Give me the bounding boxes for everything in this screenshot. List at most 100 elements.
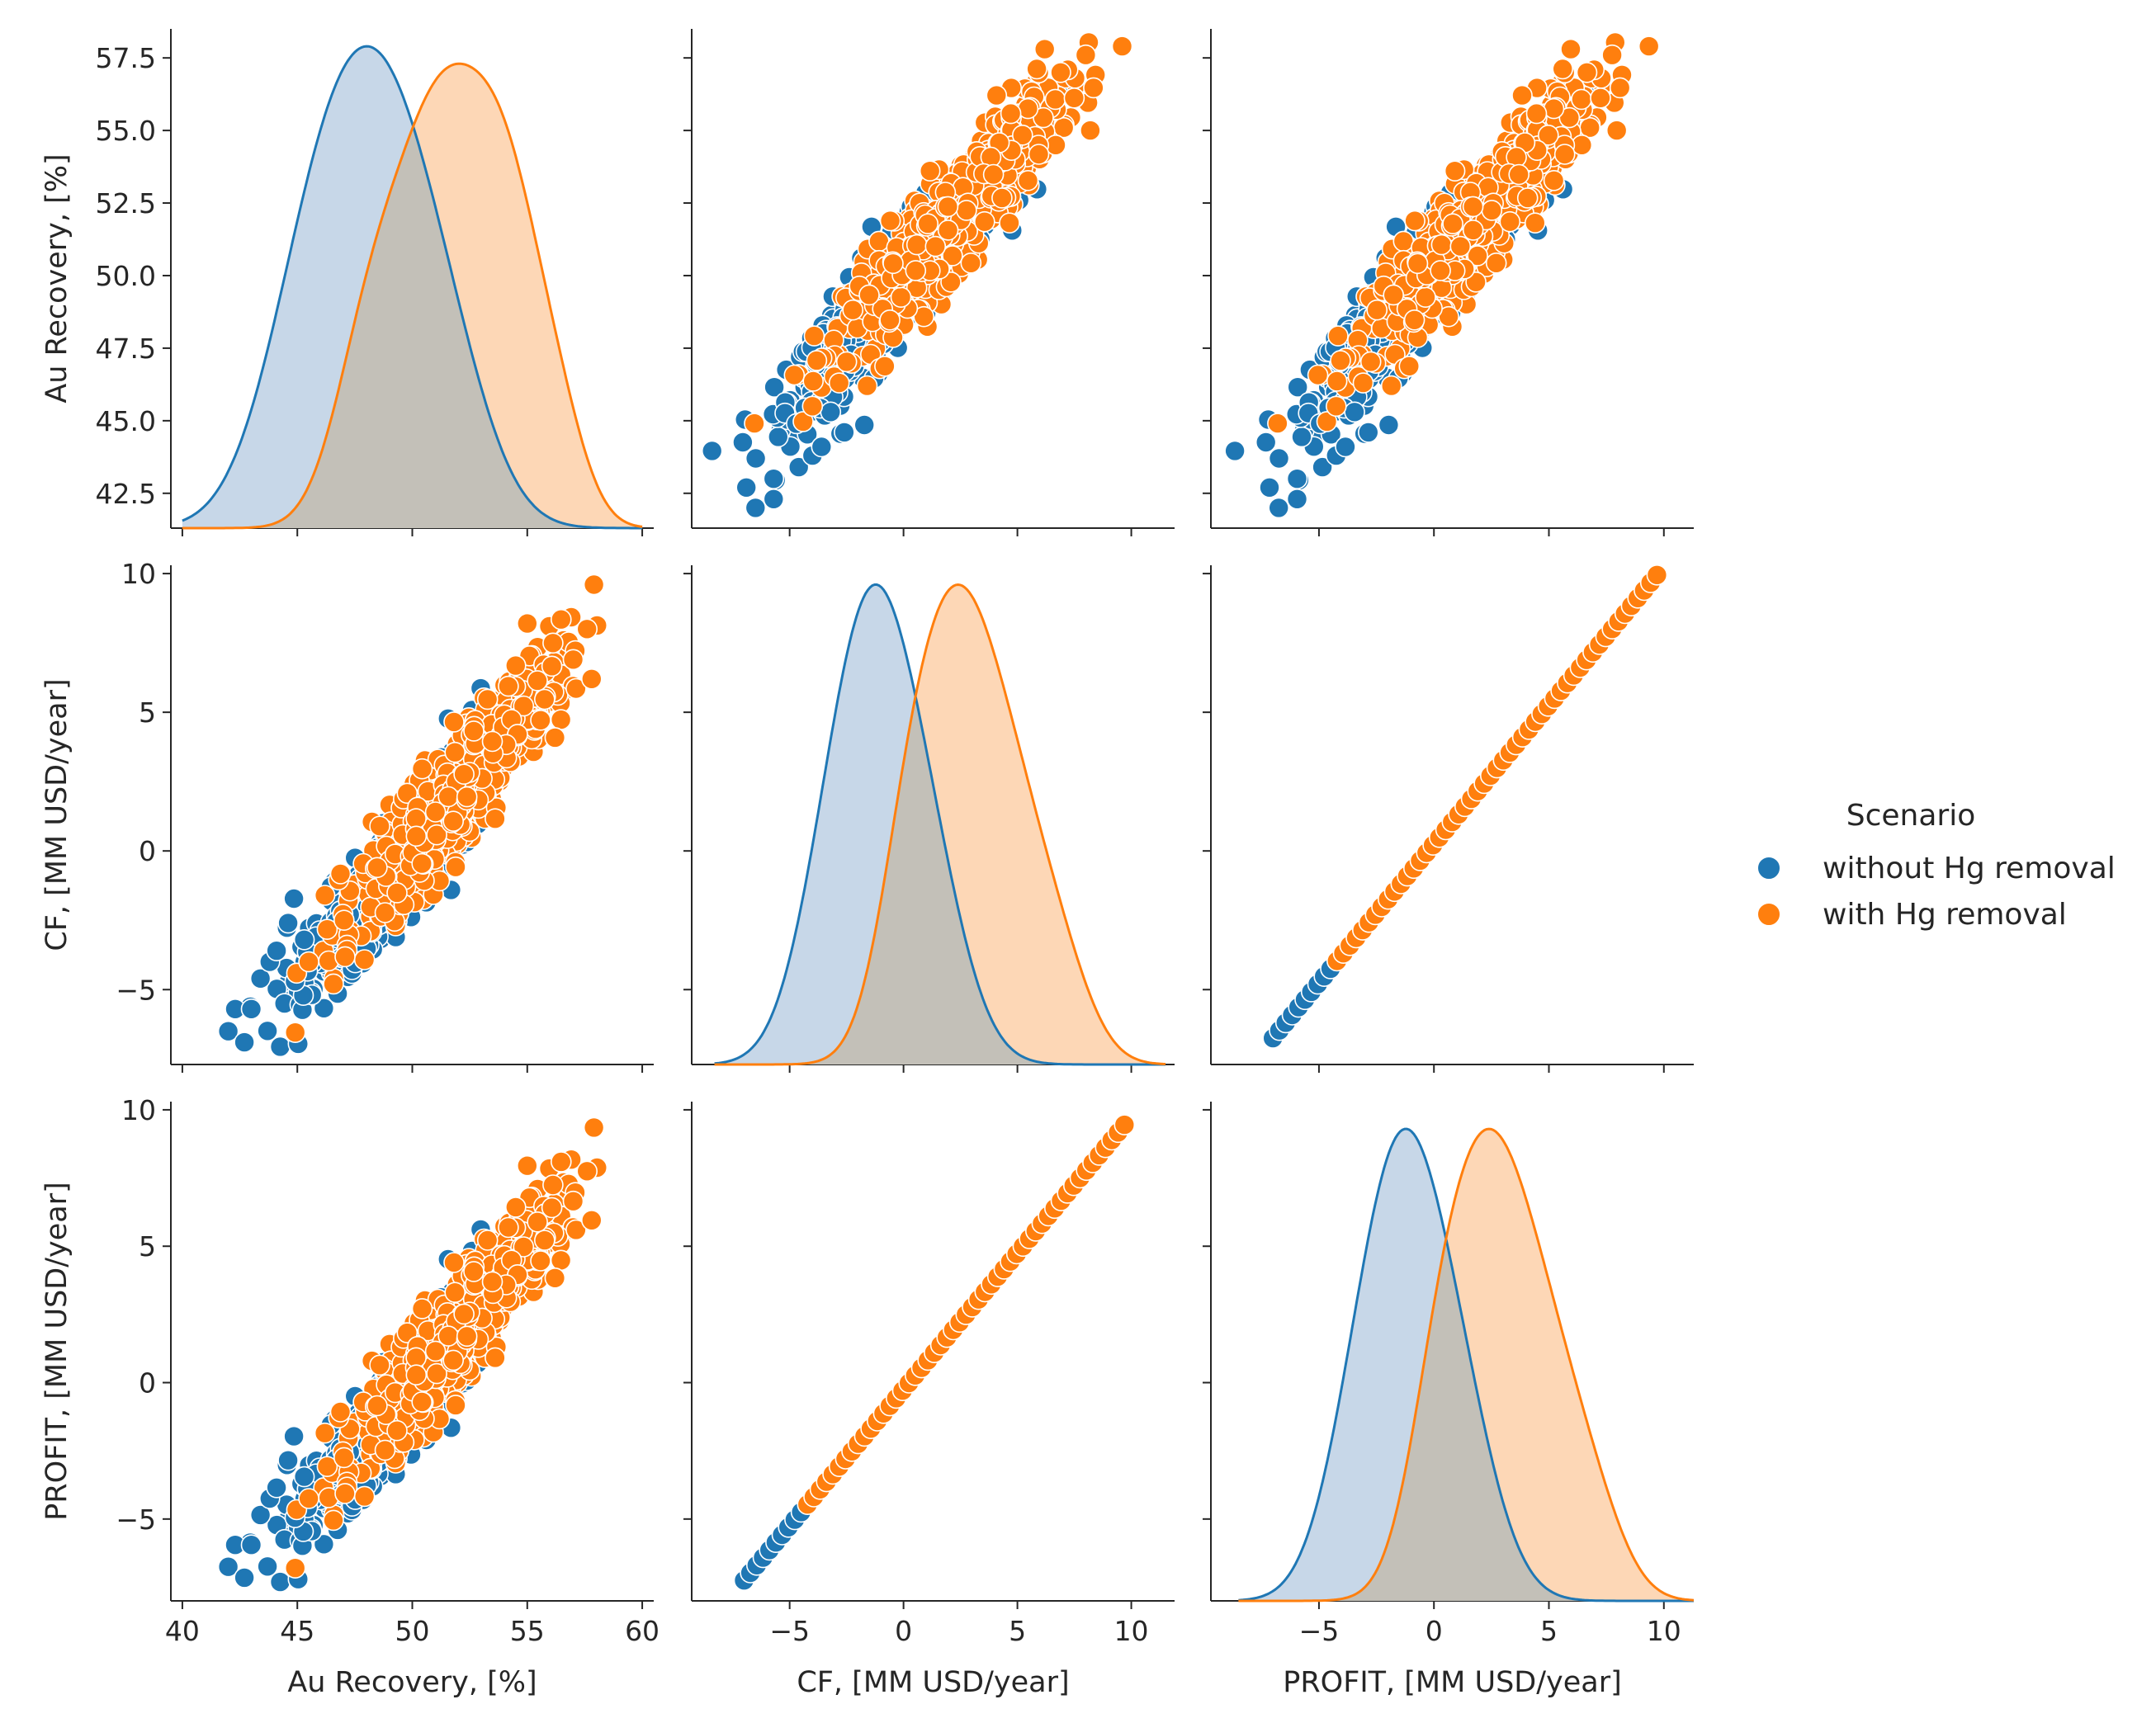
scatter-point-with-hg — [1380, 375, 1402, 397]
scatter-point-with-hg — [1063, 87, 1085, 109]
scatter-point-without-hg — [1358, 422, 1379, 443]
scatter-point-with-hg — [1033, 106, 1054, 129]
y-tick-label: 45.0 — [96, 405, 156, 437]
kde-line-without-hg — [182, 45, 643, 530]
x-tick-label: 50 — [395, 1615, 430, 1647]
scatter-point-with-hg — [445, 856, 466, 878]
scatter-point-with-hg — [1403, 309, 1426, 331]
scatter-point-with-hg — [937, 220, 959, 241]
panel-r0-c1 — [683, 29, 1175, 536]
scatter-point-with-hg — [1511, 84, 1533, 106]
y-tick-label: 10 — [121, 558, 156, 590]
scatter-point-with-hg — [986, 84, 1008, 106]
scatter-point-with-hg — [1398, 355, 1421, 377]
scatter-point-without-hg — [853, 414, 875, 436]
scatter-point-without-hg — [1268, 497, 1289, 519]
scatter-point-with-hg — [1638, 35, 1660, 57]
kde-au — [182, 45, 643, 530]
x-tick-label: 55 — [510, 1615, 545, 1647]
y-tick-label: 42.5 — [96, 478, 156, 510]
scatter-point-with-hg — [1646, 564, 1668, 586]
scatter-point-with-hg — [956, 200, 977, 221]
scatter-point-with-hg — [442, 810, 465, 833]
y-tick-label: −5 — [116, 974, 156, 1006]
scatter-point-with-hg — [882, 253, 904, 275]
scatter-point-with-hg — [405, 825, 428, 847]
scatter-point-with-hg — [874, 355, 896, 377]
scatter-point-with-hg — [1359, 351, 1382, 373]
scatter-point-without-hg — [763, 468, 785, 490]
kde-overlap — [182, 129, 643, 528]
scatter-point-without-hg — [1286, 488, 1308, 510]
scatter-point-with-hg — [974, 210, 995, 233]
y-tick-label: 50.0 — [96, 260, 156, 292]
scatter-point-with-hg — [1366, 299, 1388, 321]
scatter-point-with-hg — [1543, 97, 1565, 120]
x-tick-label: 10 — [1114, 1615, 1149, 1647]
scatter-point-with-hg — [1026, 58, 1047, 80]
scatter-point-with-hg — [1485, 252, 1507, 274]
x-tick-label: 45 — [280, 1615, 314, 1647]
kde-line-with-hg — [182, 62, 643, 530]
scatter-point-without-hg — [1268, 447, 1290, 470]
y-tick-label: 55.0 — [96, 115, 156, 147]
scatter-point-with-hg — [580, 668, 603, 690]
scatter-point-with-hg — [1111, 35, 1133, 57]
kde-line-with-hg — [714, 583, 1166, 1066]
y-tick-label: −5 — [116, 1503, 156, 1536]
scatter-point-without-hg — [1286, 468, 1308, 490]
scatter-point-with-hg — [498, 675, 519, 697]
scatter-point-without-hg — [234, 1031, 255, 1053]
scatter-point-with-hg — [1571, 88, 1592, 111]
scatter-point-without-hg — [1344, 401, 1365, 423]
scatter-point-with-hg — [801, 395, 824, 418]
scatter-point-with-hg — [1012, 125, 1033, 146]
scatter-point-with-hg — [1028, 144, 1050, 165]
scatter-point-with-hg — [443, 711, 465, 733]
scatter-point-with-hg — [353, 949, 376, 970]
scatter-point-without-hg — [763, 488, 785, 510]
scatter-point-with-hg — [1352, 372, 1374, 394]
scatter-point-without-hg — [811, 436, 833, 458]
scatter-point-without-hg — [1287, 376, 1308, 399]
kde-overlap — [714, 697, 1165, 1064]
scatter-point-with-hg — [879, 210, 901, 232]
scatter-point-with-hg — [1050, 62, 1071, 83]
scatter-point-without-hg — [1312, 456, 1333, 478]
panel-r1-c2 — [1203, 565, 1694, 1073]
scatter-point-without-hg — [1259, 476, 1280, 498]
kde-line-without-hg — [1238, 1127, 1694, 1603]
scatter-point-without-hg — [745, 447, 767, 470]
scatter-point-with-hg — [527, 670, 548, 692]
y-tick-label: 47.5 — [96, 333, 156, 365]
scatter-point-with-hg — [1543, 170, 1565, 191]
y-tick-label: 5 — [139, 696, 156, 729]
scatter-point-with-hg — [835, 351, 858, 373]
scatter-point-with-hg — [1033, 38, 1056, 60]
scatter-point-with-hg — [1560, 38, 1582, 60]
x-tick-label: 0 — [1426, 1615, 1443, 1647]
scatter-point-with-hg — [424, 801, 447, 823]
scatter-point-with-hg — [1392, 230, 1415, 253]
scatter-point-without-hg — [257, 1020, 278, 1042]
scatter-point-with-hg — [284, 1022, 306, 1043]
scatter-point-with-hg — [924, 235, 947, 257]
scatter-point-without-hg — [257, 1555, 278, 1578]
scatter-point-without-hg — [820, 401, 842, 423]
scatter-point-with-hg — [481, 730, 504, 753]
panel-r0-c2 — [1203, 29, 1694, 536]
scatter-point-with-hg — [1444, 160, 1466, 182]
scatter-point-with-hg — [858, 284, 880, 306]
scatter-point-with-hg — [576, 618, 598, 640]
scatter-point-with-hg — [1590, 87, 1611, 109]
scatter-point-with-hg — [1404, 210, 1426, 232]
y-tick-label: 10 — [121, 1094, 156, 1126]
scatter-point-with-hg — [516, 612, 538, 635]
scatter-point-with-hg — [1326, 395, 1347, 418]
scatter-point-without-hg — [283, 1425, 305, 1447]
scatter-point-with-hg — [411, 758, 433, 780]
scatter-point-with-hg — [905, 234, 928, 256]
scatter-point-without-hg — [234, 1567, 255, 1588]
scatter-point-with-hg — [1407, 253, 1429, 275]
